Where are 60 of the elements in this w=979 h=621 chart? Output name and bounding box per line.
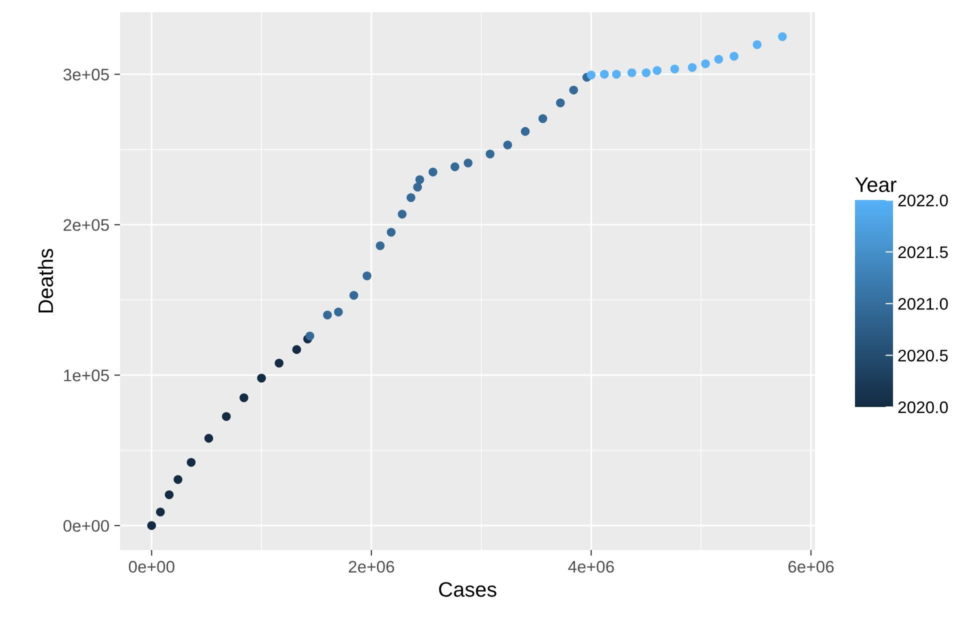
point	[240, 393, 248, 402]
color-bar-label: 2021.5	[898, 246, 948, 258]
point	[486, 150, 494, 158]
point	[334, 308, 343, 316]
point	[556, 98, 565, 108]
y-tick-label: 0e+00	[63, 520, 109, 532]
point	[714, 54, 724, 64]
y-tick-label: 2e+05	[64, 219, 109, 231]
point	[349, 291, 358, 300]
color-bar-label: 2020.0	[898, 401, 948, 414]
x-tick-label: 6e+06	[788, 560, 834, 573]
point	[520, 127, 530, 136]
color-bar-title: Year	[855, 178, 896, 192]
point	[701, 59, 710, 68]
point	[164, 490, 174, 500]
point	[428, 168, 438, 176]
point	[274, 358, 284, 368]
point	[752, 40, 762, 50]
point	[730, 52, 738, 61]
y-tick-label: 3e+05	[63, 68, 109, 80]
point	[450, 162, 460, 172]
point	[398, 210, 407, 219]
point	[305, 332, 314, 340]
point	[362, 271, 372, 280]
y-tick-label: 1e+05	[64, 370, 109, 382]
point	[204, 434, 214, 443]
point	[586, 70, 596, 80]
point	[642, 68, 651, 78]
x-tick-label: 0e+00	[128, 560, 174, 573]
point	[627, 68, 636, 78]
color-bar-label: 2022.0	[898, 194, 948, 206]
point	[147, 521, 156, 530]
x-tick-label: 2e+06	[348, 560, 394, 573]
point	[386, 228, 396, 237]
point	[186, 458, 196, 467]
point	[538, 114, 548, 124]
point	[222, 412, 231, 421]
point	[323, 310, 332, 320]
point	[257, 374, 266, 383]
color-bar-label: 2020.5	[898, 350, 948, 362]
point	[503, 140, 512, 150]
point	[376, 241, 385, 250]
x-axis-title: Cases	[439, 582, 496, 597]
point	[415, 175, 424, 184]
point	[156, 508, 165, 516]
point	[406, 193, 416, 202]
point	[778, 32, 787, 42]
point	[174, 475, 182, 484]
x-tick-label: 4e+06	[568, 560, 614, 573]
color-bar-label: 2021.0	[898, 298, 948, 310]
point	[600, 70, 609, 79]
point	[670, 64, 680, 74]
point	[569, 86, 578, 94]
point	[612, 70, 621, 79]
y-axis-title: Deaths	[38, 248, 54, 312]
point	[464, 158, 473, 168]
point	[652, 66, 662, 75]
point	[292, 345, 302, 354]
point	[413, 182, 422, 192]
point	[688, 63, 697, 72]
